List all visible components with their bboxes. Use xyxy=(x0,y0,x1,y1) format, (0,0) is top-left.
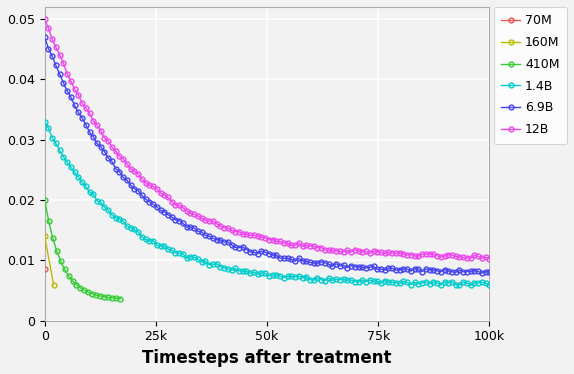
1.4B xyxy=(288,274,294,279)
410M xyxy=(109,295,116,300)
410M xyxy=(69,278,76,283)
410M xyxy=(65,273,72,278)
1.4B xyxy=(348,278,355,282)
410M xyxy=(81,288,88,292)
Line: 1.4B: 1.4B xyxy=(42,119,492,288)
12B xyxy=(471,253,478,258)
410M xyxy=(73,282,80,287)
Line: 6.9B: 6.9B xyxy=(42,35,492,276)
12B xyxy=(161,193,168,197)
6.9B xyxy=(486,270,493,275)
1.4B xyxy=(486,283,493,288)
Line: 12B: 12B xyxy=(42,16,492,261)
6.9B xyxy=(471,269,478,273)
410M xyxy=(49,235,56,240)
1.4B xyxy=(393,280,400,285)
1.4B xyxy=(161,243,168,248)
12B xyxy=(348,250,355,254)
410M xyxy=(97,294,104,298)
12B xyxy=(288,243,294,248)
410M xyxy=(45,219,52,223)
6.9B xyxy=(135,188,142,193)
410M xyxy=(105,295,112,300)
Legend: 70M, 160M, 410M, 1.4B, 6.9B, 12B: 70M, 160M, 410M, 1.4B, 6.9B, 12B xyxy=(494,7,567,144)
6.9B xyxy=(161,209,168,214)
410M xyxy=(93,293,100,297)
410M xyxy=(117,296,124,301)
Line: 410M: 410M xyxy=(42,197,123,301)
410M xyxy=(101,295,108,299)
410M xyxy=(113,296,120,300)
12B xyxy=(486,257,493,261)
410M xyxy=(61,267,68,272)
12B xyxy=(41,16,48,21)
410M xyxy=(89,292,96,296)
1.4B xyxy=(41,120,48,124)
410M xyxy=(41,198,48,202)
410M xyxy=(57,259,64,263)
410M xyxy=(53,248,60,253)
160M xyxy=(50,282,57,287)
410M xyxy=(85,290,92,295)
1.4B xyxy=(135,230,142,234)
6.9B xyxy=(288,257,294,262)
6.9B xyxy=(348,263,355,268)
12B xyxy=(393,251,400,256)
1.4B xyxy=(467,283,474,288)
Line: 160M: 160M xyxy=(42,234,56,287)
1.4B xyxy=(475,280,482,285)
X-axis label: Timesteps after treatment: Timesteps after treatment xyxy=(142,349,392,367)
160M xyxy=(41,234,48,239)
6.9B xyxy=(479,271,486,275)
6.9B xyxy=(41,35,48,40)
12B xyxy=(135,172,142,176)
6.9B xyxy=(393,268,400,272)
410M xyxy=(77,286,84,290)
